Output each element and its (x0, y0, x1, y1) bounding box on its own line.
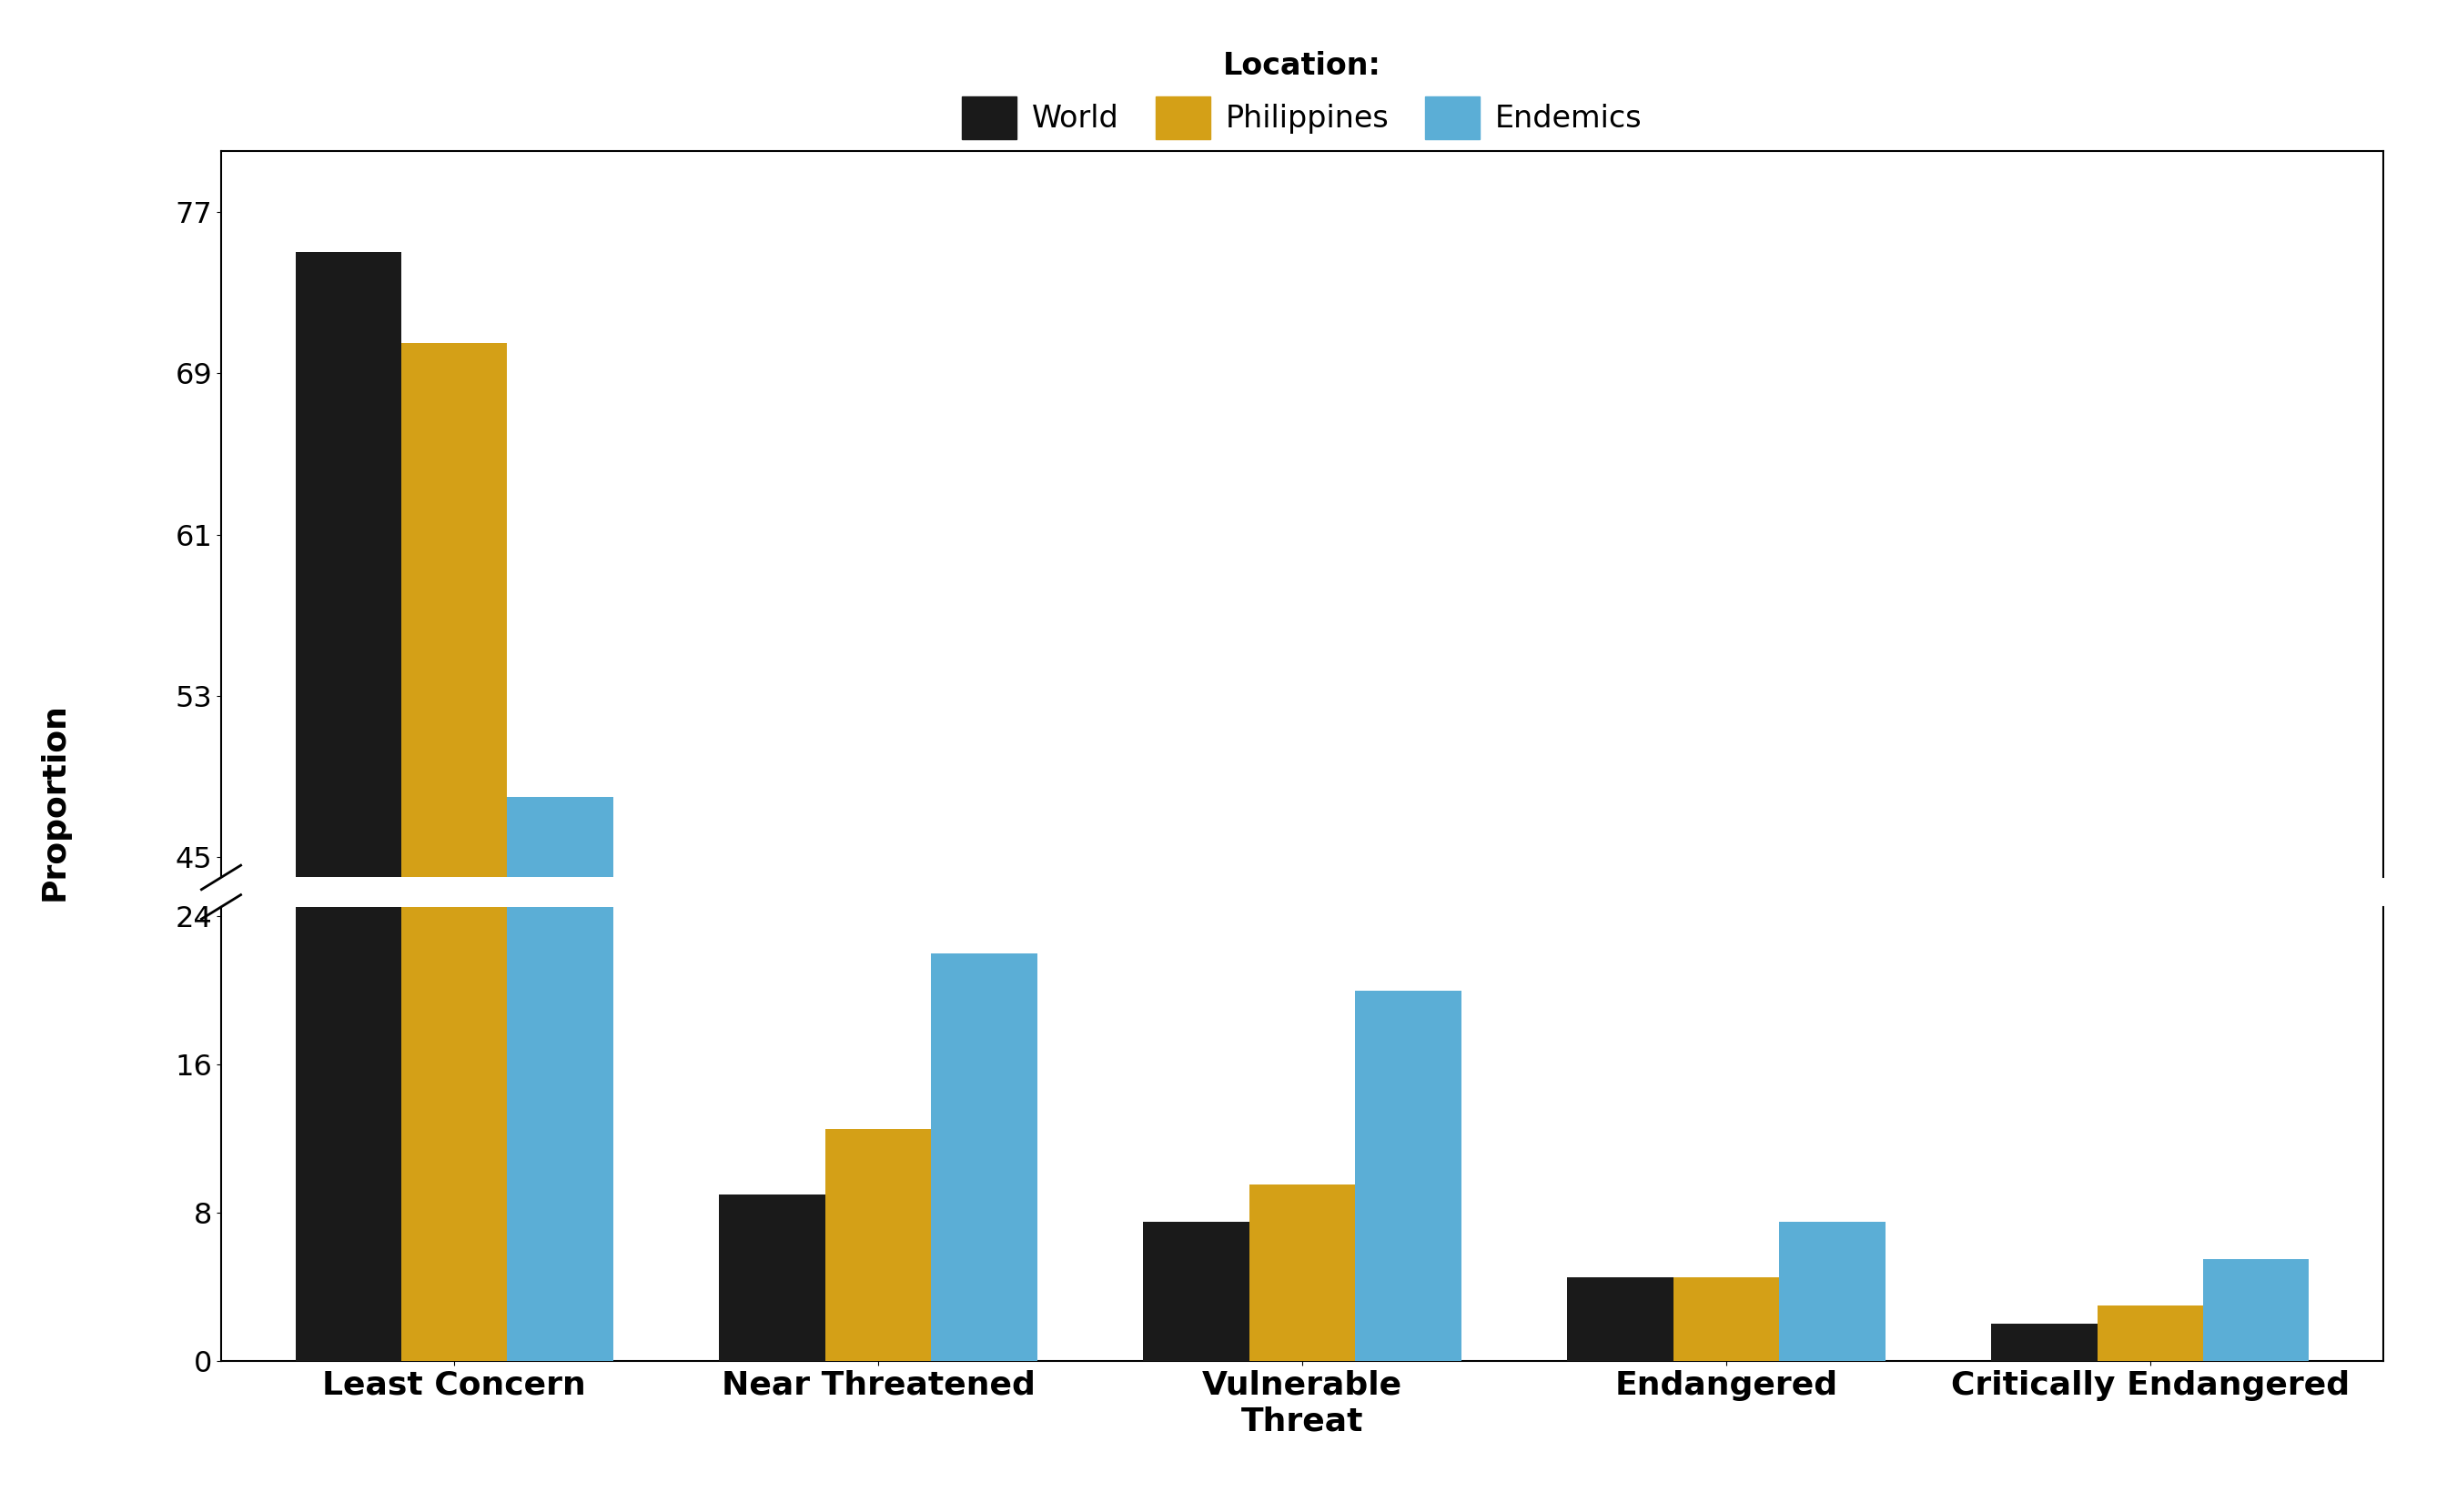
Bar (400, 343, 506, 1512)
Bar (826, 1129, 931, 1361)
Bar (2204, 1259, 2310, 1361)
Bar (1248, 1185, 1356, 1361)
Bar (1568, 1278, 1673, 1361)
Bar (1673, 1278, 1779, 1361)
Bar (295, 253, 400, 1512)
Bar (400, 54, 506, 1361)
Bar (506, 472, 614, 1361)
Bar (720, 1194, 826, 1361)
Bar (931, 1321, 1037, 1512)
Bar (1143, 1222, 1248, 1361)
Text: Proportion: Proportion (39, 703, 69, 901)
X-axis label: Threat: Threat (1241, 1406, 1364, 1436)
Bar (2098, 1305, 2204, 1361)
Bar (1779, 1222, 1885, 1361)
Bar (506, 797, 614, 1512)
Bar (931, 953, 1037, 1361)
Legend: World, Philippines, Endemics: World, Philippines, Endemics (946, 36, 1658, 154)
Bar (1990, 1323, 2098, 1361)
Bar (295, 0, 400, 1361)
Bar (1356, 1362, 1462, 1512)
Bar (1356, 990, 1462, 1361)
